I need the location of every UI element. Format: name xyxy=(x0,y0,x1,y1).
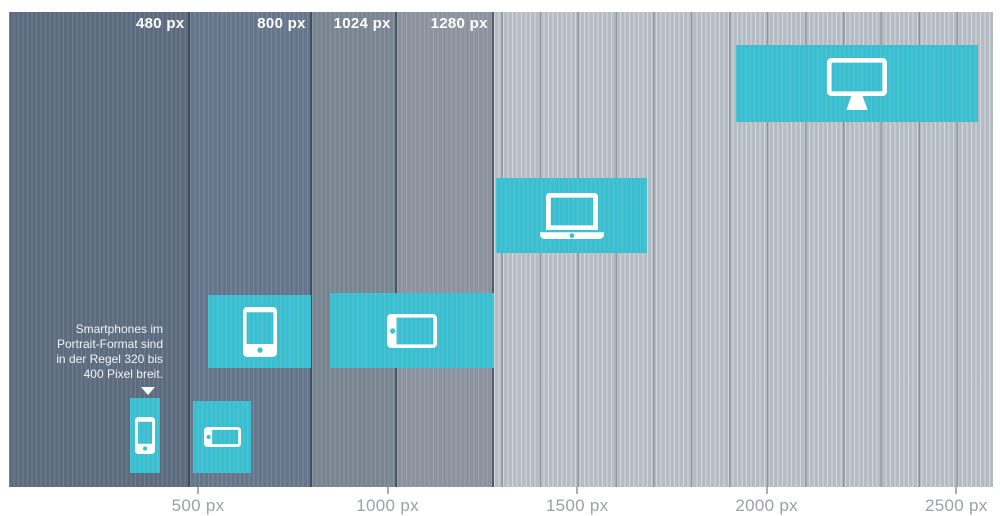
device-range-tablet-landscape xyxy=(329,293,495,368)
axis-tick-500 xyxy=(197,487,200,494)
axis-tick-1500 xyxy=(576,487,579,494)
breakpoint-label-800: 800 px xyxy=(257,15,306,32)
axis-tick-2500 xyxy=(955,487,958,494)
tablet-portrait-icon xyxy=(242,306,277,357)
device-range-laptop xyxy=(496,178,647,253)
band-up-to-480 xyxy=(8,12,191,487)
device-range-desktop xyxy=(736,45,979,122)
device-range-tablet-portrait xyxy=(208,295,312,368)
annotation-pointer-triangle-icon xyxy=(141,387,155,395)
axis-tick-label-1000: 1000 px xyxy=(356,496,419,515)
tablet-landscape-icon xyxy=(387,313,438,348)
smartphone-portrait-icon xyxy=(134,417,155,454)
axis-tick-2000 xyxy=(765,487,768,494)
device-range-smartphone-portrait xyxy=(129,398,161,473)
breakpoint-label-1024: 1024 px xyxy=(333,15,391,32)
band-up-to-1024 xyxy=(311,12,397,487)
axis-tick-1000 xyxy=(386,487,389,494)
breakpoint-label-480: 480 px xyxy=(135,15,185,32)
axis-tick-label-2000: 2000 px xyxy=(735,496,798,515)
breakpoint-label-1280: 1280 px xyxy=(430,15,488,32)
smartphone-landscape-icon xyxy=(203,427,241,447)
axis-tick-label-2500: 2500 px xyxy=(924,496,988,515)
annotation-smartphone-widths: Smartphones im Portrait-Format sind in d… xyxy=(56,322,163,381)
axis-tick-label-1500: 1500 px xyxy=(545,496,609,515)
device-range-smartphone-landscape xyxy=(193,401,252,473)
laptop-icon xyxy=(539,192,604,239)
band-up-to-1280 xyxy=(396,12,494,487)
axis-tick-label-500: 500 px xyxy=(171,496,225,515)
chart-area: Smartphones im Portrait-Format sind in d… xyxy=(8,12,993,487)
desktop-icon xyxy=(827,57,888,110)
